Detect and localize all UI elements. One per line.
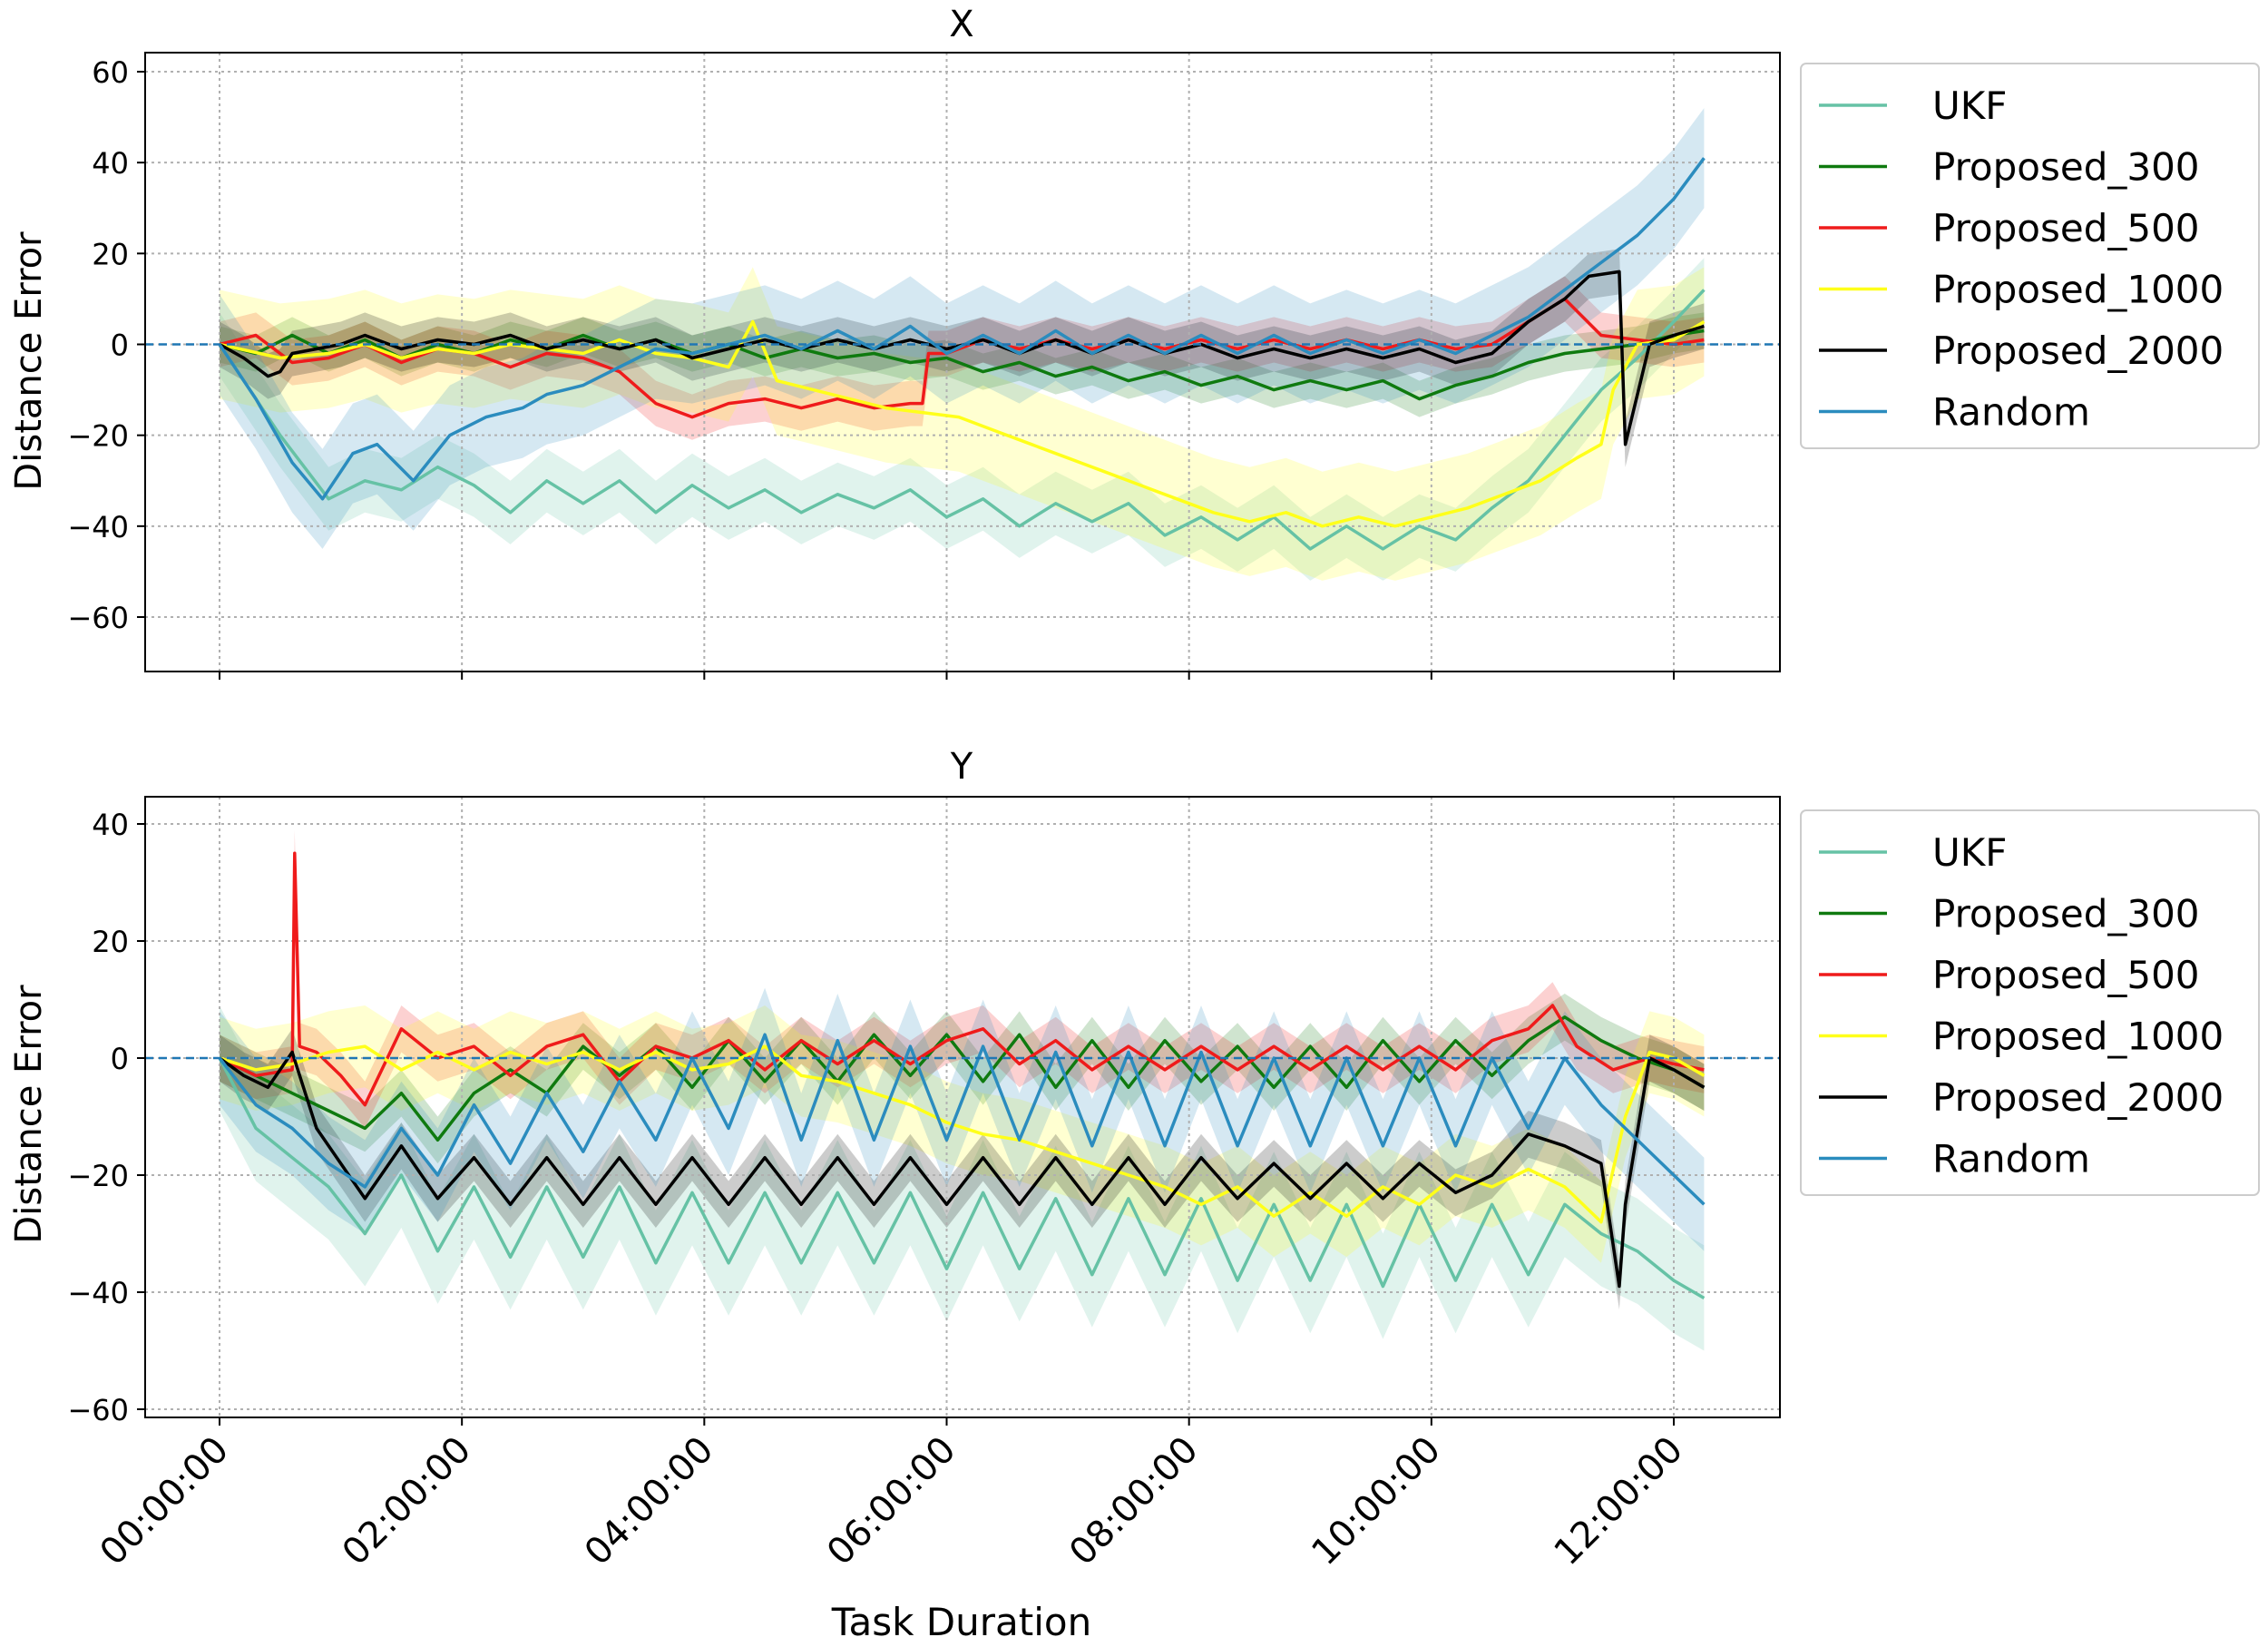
legend-frame — [1800, 809, 2260, 1196]
legend-label: Proposed_500 — [1932, 953, 2200, 997]
y-tick-label: −20 — [67, 1159, 129, 1193]
x-tick-label: 00:00:00 — [93, 1429, 238, 1574]
x-tick-label: 12:00:00 — [1547, 1429, 1692, 1574]
x-axis-label: Task Duration — [831, 1600, 1091, 1644]
band-proposed_2000 — [220, 249, 1705, 467]
subplot-y: 40 20 0 −20 −40 −60 Y Distance Error — [8, 746, 1781, 1427]
x-tick-label: 06:00:00 — [819, 1429, 964, 1574]
y-tick-label: 0 — [111, 328, 129, 363]
series-proposed_500 — [219, 297, 1705, 419]
series-proposed_2000 — [218, 1050, 1706, 1289]
legend-label: Proposed_1000 — [1932, 268, 2224, 312]
series-proposed_1000 — [219, 1044, 1706, 1224]
series-ukf — [218, 289, 1706, 551]
y-tick-label: 40 — [92, 808, 129, 842]
x-tick-label: 10:00:00 — [1304, 1429, 1449, 1574]
series-random — [218, 157, 1706, 501]
x-tick-labels: 00:00:00 02:00:00 04:00:00 06:00:00 08:00:00… — [93, 1429, 1692, 1574]
subplot-y-ylabel: Distance Error — [8, 985, 50, 1244]
legend-label: Proposed_300 — [1932, 892, 2200, 936]
band-proposed_500 — [220, 276, 1705, 440]
y-tick-label: −40 — [67, 1276, 129, 1310]
y-tick-label: 60 — [92, 55, 129, 90]
band-ukf — [220, 1005, 1705, 1351]
legend-label: UKF — [1932, 830, 2007, 875]
legend-frame — [1800, 63, 2260, 449]
legend-label: Proposed_300 — [1932, 145, 2200, 190]
y-tick-label: 0 — [111, 1042, 129, 1076]
band-random — [220, 108, 1705, 549]
series-ukf — [218, 1057, 1706, 1300]
legend-x: UKF Proposed_300 Proposed_500 Proposed_1000… — [1800, 63, 2260, 449]
y-tick-label: 20 — [92, 925, 129, 959]
series-random — [218, 1033, 1706, 1206]
subplot-x-title: X — [949, 4, 973, 45]
legend-y: UKF Proposed_300 Proposed_500 Proposed_1000… — [1800, 809, 2260, 1196]
plot-frame — [144, 52, 1781, 672]
series-proposed_500 — [219, 851, 1705, 1107]
series-proposed_1000 — [219, 319, 1706, 528]
legend-label: Random — [1932, 1137, 2090, 1181]
series-proposed_2000 — [219, 270, 1705, 446]
legend-label: Proposed_2000 — [1932, 1075, 2224, 1120]
legend-label: Random — [1932, 390, 2090, 435]
x-tick-label: 02:00:00 — [335, 1429, 480, 1574]
y-tick-label: 20 — [92, 237, 129, 271]
y-tick-label: −60 — [67, 1393, 129, 1427]
band-proposed_2000 — [220, 1028, 1705, 1310]
legend-label: Proposed_500 — [1932, 206, 2200, 250]
legend-label: Proposed_1000 — [1932, 1015, 2224, 1059]
x-tick-label: 08:00:00 — [1061, 1429, 1207, 1574]
y-tick-label: −40 — [67, 510, 129, 544]
band-proposed_1000 — [220, 267, 1705, 581]
legend-label: UKF — [1932, 83, 2007, 128]
plot-frame — [144, 796, 1781, 1418]
y-tick-label: −20 — [67, 419, 129, 454]
y-tick-label: −60 — [67, 601, 129, 635]
band-proposed_1000 — [220, 1005, 1705, 1263]
subplot-x-ylabel: Distance Error — [8, 231, 50, 491]
legend-label: Proposed_2000 — [1932, 328, 2224, 373]
y-tick-label: 40 — [92, 146, 129, 181]
x-tick-label: 04:00:00 — [577, 1429, 722, 1574]
band-proposed_300 — [220, 994, 1705, 1164]
subplot-x: 60 40 20 0 −20 −40 −60 X Distance Error — [8, 4, 1781, 680]
subplot-y-title: Y — [950, 746, 973, 788]
